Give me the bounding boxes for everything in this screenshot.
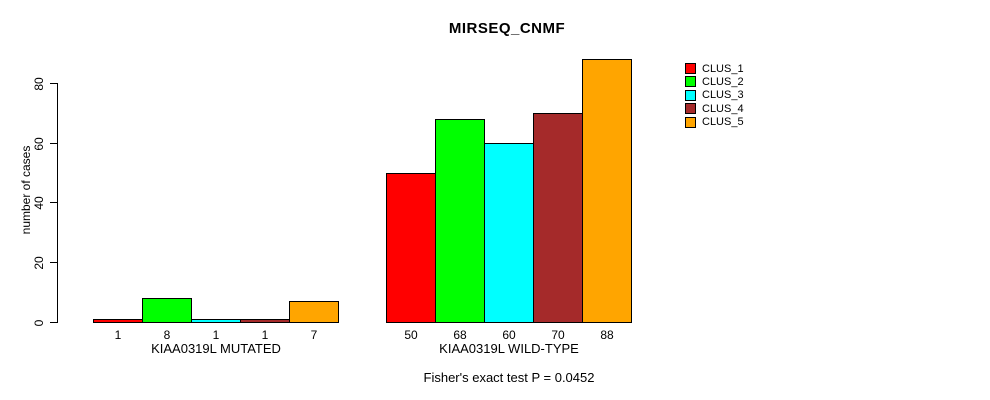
y-axis-label: number of cases xyxy=(19,145,33,235)
legend-swatch-clus_3 xyxy=(685,89,696,101)
bar xyxy=(386,173,436,323)
bar-value-label: 1 xyxy=(261,328,269,342)
bar-value-label: 60 xyxy=(502,328,516,342)
bar xyxy=(289,301,339,323)
y-tick-label: 60 xyxy=(32,136,46,151)
bar xyxy=(142,298,192,323)
y-tick xyxy=(50,202,57,203)
legend-label: CLUS_4 xyxy=(702,102,744,115)
y-tick xyxy=(50,262,57,263)
bar-value-label: 68 xyxy=(453,328,467,342)
legend-swatch-clus_4 xyxy=(685,103,696,115)
legend-item: CLUS_2 xyxy=(685,75,744,88)
legend-item: CLUS_1 xyxy=(685,62,744,75)
y-tick xyxy=(50,143,57,144)
legend-item: CLUS_3 xyxy=(685,89,744,102)
y-tick xyxy=(50,83,57,84)
bar xyxy=(435,119,485,323)
legend-label: CLUS_2 xyxy=(702,75,744,88)
legend-item: CLUS_5 xyxy=(685,116,744,129)
y-tick-label: 80 xyxy=(32,76,46,91)
legend-item: CLUS_4 xyxy=(685,102,744,115)
group-label-wildtype: KIAA0319L WILD-TYPE xyxy=(439,341,579,356)
bar xyxy=(582,59,632,323)
y-tick-label: 40 xyxy=(32,195,46,210)
bar-value-label: 1 xyxy=(212,328,220,342)
legend-swatch-clus_2 xyxy=(685,76,696,88)
bar xyxy=(484,143,534,323)
bar-value-label: 50 xyxy=(404,328,418,342)
legend-label: CLUS_5 xyxy=(702,116,744,129)
legend-swatch-clus_1 xyxy=(685,63,696,74)
bar xyxy=(93,319,143,323)
bar xyxy=(240,319,290,323)
legend-label: CLUS_1 xyxy=(702,62,744,75)
bar-value-label: 70 xyxy=(551,328,565,342)
bar-value-label: 8 xyxy=(163,328,171,342)
legend-swatch-clus_5 xyxy=(685,116,696,128)
chart-title: MIRSEQ_CNMF xyxy=(448,20,566,37)
y-tick-label: 20 xyxy=(32,255,46,270)
y-axis-line xyxy=(57,83,58,323)
y-tick xyxy=(50,322,57,323)
y-tick-label: 0 xyxy=(32,319,46,326)
fisher-test-annotation: Fisher's exact test P = 0.0452 xyxy=(423,370,595,385)
legend-label: CLUS_3 xyxy=(702,89,744,102)
group-label-mutated: KIAA0319L MUTATED xyxy=(151,341,281,356)
bar xyxy=(191,319,241,323)
bar-value-label: 1 xyxy=(114,328,122,342)
bar-value-label: 88 xyxy=(600,328,614,342)
bar xyxy=(533,113,583,323)
bar-value-label: 7 xyxy=(310,328,318,342)
